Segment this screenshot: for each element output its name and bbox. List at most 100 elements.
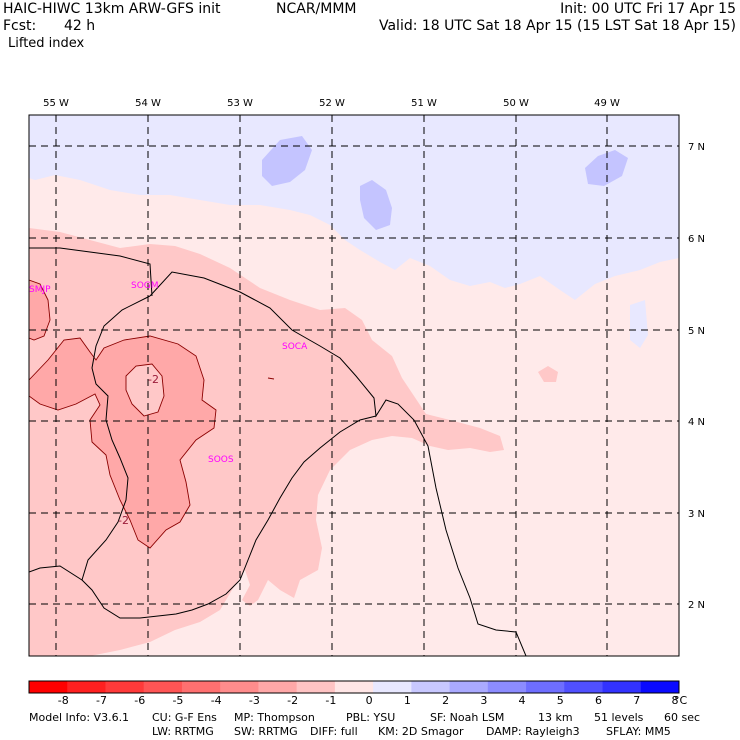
latitude-label: 5 N xyxy=(688,326,705,337)
border xyxy=(81,415,377,619)
color-bar-swatch xyxy=(564,681,604,693)
contour-line xyxy=(267,377,275,380)
init-time: Init: 00 UTC Fri 17 Apr 15 xyxy=(560,1,736,17)
color-bar-tick-label: 6 xyxy=(595,694,602,707)
contour-label: -2 xyxy=(148,373,159,386)
longitude-label: 53 W xyxy=(227,98,253,109)
latitude-label: 7 N xyxy=(688,142,705,153)
color-bar-tick-label: -4 xyxy=(211,694,222,707)
model-info-footer: Model Info: V3.6.1 CU: G-F Ens MP: Thomp… xyxy=(29,711,700,738)
forecast-hour: 42 h xyxy=(64,18,96,34)
footer-item: DIFF: full xyxy=(310,725,358,738)
color-bar-swatch xyxy=(105,681,145,693)
field-blue-blob-2 xyxy=(360,180,392,230)
footer-item: DAMP: Rayleigh3 xyxy=(486,725,580,738)
contour-line xyxy=(29,279,51,341)
color-bar-tick-label: -6 xyxy=(134,694,145,707)
color-bar-swatch xyxy=(296,681,336,693)
station-labels: SMJP SOGM SOCA SOOS xyxy=(29,281,308,465)
footer-item: SF: Noah LSM xyxy=(430,711,504,724)
color-bar-tick-label: 3 xyxy=(480,694,487,707)
coastlines-borders xyxy=(29,247,527,656)
map-field xyxy=(29,115,679,656)
footer-item: 60 sec xyxy=(664,711,700,724)
color-bar-swatch xyxy=(143,681,183,693)
longitude-labels: 55 W 54 W 53 W 52 W 51 W 50 W 49 W xyxy=(43,98,620,109)
contour-label: -2 xyxy=(118,514,129,527)
field-dark-pink-west xyxy=(29,280,50,340)
org-label: NCAR/MMM xyxy=(276,1,357,17)
contour-value-labels: -2 -2 xyxy=(118,373,159,527)
footer-item: CU: G-F Ens xyxy=(152,711,217,724)
footer-item: KM: 2D Smagor xyxy=(378,725,464,738)
color-bar-tick-label: -5 xyxy=(172,694,183,707)
latitude-labels: 7 N 6 N 5 N 4 N 3 N 2 N xyxy=(688,142,705,611)
contour-line xyxy=(125,363,165,417)
color-bar-swatch xyxy=(411,681,451,693)
color-bar-swatch xyxy=(67,681,106,693)
border xyxy=(29,247,153,297)
valid-time: Valid: 18 UTC Sat 18 Apr 15 (15 LST Sat … xyxy=(378,18,736,34)
latitude-label: 2 N xyxy=(688,600,705,611)
station-label: SOCA xyxy=(282,342,308,352)
color-bar-tick-label: 5 xyxy=(557,694,564,707)
station-label: SOOS xyxy=(208,455,234,465)
contour-lines xyxy=(29,279,275,549)
footer-item: Model Info: V3.6.1 xyxy=(29,711,129,724)
latitude-label: 4 N xyxy=(688,417,705,428)
longitude-label: 52 W xyxy=(319,98,345,109)
footer-item: PBL: YSU xyxy=(346,711,395,724)
color-bar-swatch xyxy=(258,681,298,693)
color-bar-tick-label: -2 xyxy=(287,694,298,707)
coastline xyxy=(149,271,527,656)
color-bar-tick-label: -3 xyxy=(249,694,260,707)
longitude-label: 55 W xyxy=(43,98,69,109)
color-bar-tick-label: -8 xyxy=(58,694,69,707)
footer-item: MP: Thompson xyxy=(234,711,315,724)
color-bar xyxy=(28,680,680,694)
color-bar-tick-label: 8 xyxy=(672,694,679,707)
color-bar-swatch xyxy=(334,681,374,693)
field-name: Lifted index xyxy=(8,36,85,51)
color-bar-tick-label: 7 xyxy=(633,694,640,707)
latitude-label: 6 N xyxy=(688,234,705,245)
color-bar-unit: °C xyxy=(674,694,688,707)
color-bar-swatch xyxy=(526,681,565,693)
footer-item: SFLAY: MM5 xyxy=(606,725,671,738)
color-bar-tick-label: -7 xyxy=(96,694,107,707)
color-bar-tick-label: 0 xyxy=(366,694,373,707)
field-pink-spot xyxy=(538,366,558,382)
field-pink-hole xyxy=(126,364,164,416)
field-dark-pink-core xyxy=(29,336,216,548)
color-bar-swatch xyxy=(640,681,680,693)
color-bar-tick-label: 4 xyxy=(519,694,526,707)
station-label: SMJP xyxy=(29,285,51,295)
footer-item: 51 levels xyxy=(594,711,644,724)
color-bar-frame xyxy=(28,680,680,694)
longitude-label: 54 W xyxy=(135,98,161,109)
color-bar-tick-label: -1 xyxy=(325,694,336,707)
footer-item: LW: RRTMG xyxy=(152,725,214,738)
lat-lon-grid xyxy=(29,115,679,656)
color-bar-swatch xyxy=(181,681,221,693)
longitude-label: 50 W xyxy=(503,98,529,109)
contour-line xyxy=(29,335,217,549)
field-blue-blob-1 xyxy=(262,136,312,186)
color-bar-swatch xyxy=(220,681,259,693)
color-bar-tick-label: 2 xyxy=(442,694,449,707)
color-bar-swatch xyxy=(487,681,527,693)
color-bar-swatch xyxy=(373,681,412,693)
longitude-label: 49 W xyxy=(594,98,620,109)
field-light-blue-east xyxy=(630,300,648,348)
latitude-label: 3 N xyxy=(688,509,705,520)
color-bar-swatch xyxy=(449,681,489,693)
station-label: SOGM xyxy=(131,281,159,291)
footer-item: 13 km xyxy=(538,711,573,724)
color-bar-ticks: -8 -7 -6 -5 -4 -3 -2 -1 0 1 2 3 4 5 6 7 8 xyxy=(58,694,679,707)
map-frame xyxy=(28,114,680,657)
forecast-label: Fcst: xyxy=(3,18,37,34)
color-bar-tick-label: 1 xyxy=(404,694,411,707)
footer-item: SW: RRTMG xyxy=(234,725,298,738)
color-bar-swatch xyxy=(602,681,642,693)
